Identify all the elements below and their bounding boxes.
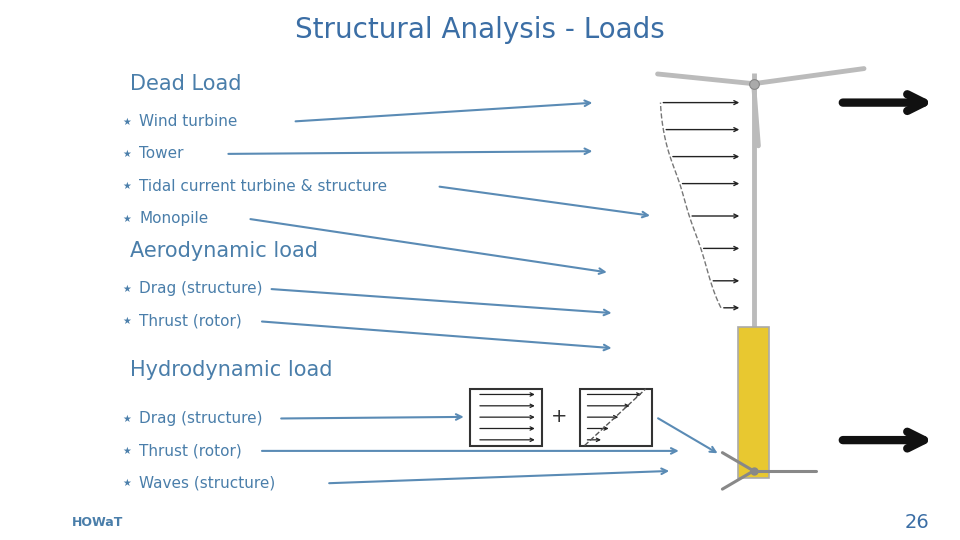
- Text: Structural Analysis - Loads: Structural Analysis - Loads: [295, 16, 665, 44]
- Text: +: +: [550, 407, 567, 427]
- Text: 26: 26: [904, 513, 929, 532]
- Text: ★: ★: [122, 446, 131, 456]
- Text: Thrust (rotor): Thrust (rotor): [139, 314, 242, 329]
- Bar: [738, 327, 769, 478]
- Text: ★: ★: [122, 316, 131, 326]
- Bar: [580, 389, 652, 446]
- Text: Dead Load: Dead Load: [130, 73, 241, 94]
- Text: Monopile: Monopile: [139, 211, 208, 226]
- Text: Tower: Tower: [139, 146, 183, 161]
- Text: Thrust (rotor): Thrust (rotor): [139, 443, 242, 458]
- Text: Waves (structure): Waves (structure): [139, 476, 276, 491]
- Text: ★: ★: [122, 414, 131, 423]
- Text: HOWaT: HOWaT: [72, 516, 124, 529]
- Text: ★: ★: [122, 149, 131, 159]
- Text: ★: ★: [122, 478, 131, 488]
- Text: Drag (structure): Drag (structure): [139, 281, 263, 296]
- Text: Hydrodynamic load: Hydrodynamic load: [130, 360, 332, 380]
- Bar: [470, 389, 542, 446]
- Text: ★: ★: [122, 214, 131, 224]
- Text: Wind turbine: Wind turbine: [139, 114, 237, 129]
- Text: Drag (structure): Drag (structure): [139, 411, 263, 426]
- Text: ★: ★: [122, 181, 131, 191]
- Text: Tidal current turbine & structure: Tidal current turbine & structure: [139, 179, 387, 194]
- Text: Aerodynamic load: Aerodynamic load: [130, 241, 318, 261]
- Text: ★: ★: [122, 117, 131, 126]
- Text: ★: ★: [122, 284, 131, 294]
